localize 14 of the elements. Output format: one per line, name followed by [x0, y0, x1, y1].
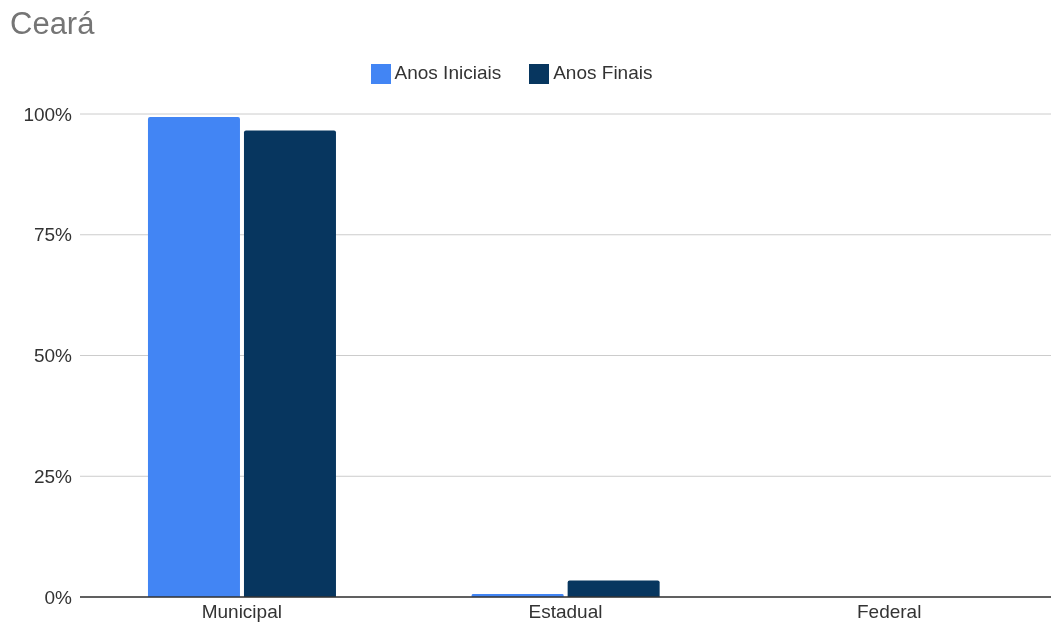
x-tick-label: Estadual: [528, 601, 603, 623]
bar: [567, 580, 660, 597]
y-tick-label: 0%: [44, 586, 73, 608]
chart-title: Ceará: [10, 6, 95, 42]
y-tick-label: 25%: [33, 465, 73, 487]
x-tick-label: Municipal: [201, 601, 282, 623]
legend-label: Anos Iniciais: [394, 62, 502, 83]
bar: [147, 116, 240, 597]
y-tick-label: 50%: [33, 345, 73, 367]
y-tick-label: 75%: [33, 224, 73, 246]
legend-label: Anos Finais: [553, 62, 653, 83]
y-tick-label: 100%: [23, 103, 73, 125]
x-tick-label: Federal: [856, 601, 922, 623]
bar: [243, 130, 336, 597]
